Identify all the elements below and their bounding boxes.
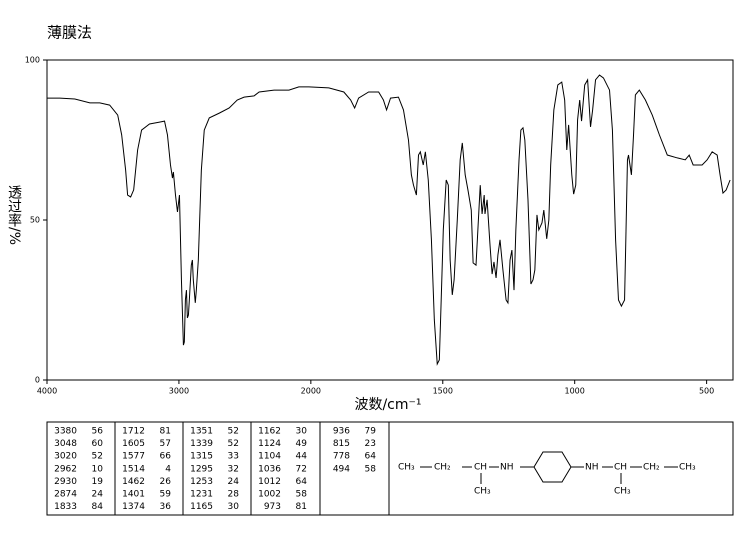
peak-transmittance: 33 [228, 452, 239, 462]
peak-wavenumber: 1514 [122, 464, 145, 474]
peak-transmittance: 52 [228, 439, 239, 449]
structure-bonds [420, 451, 678, 484]
peak-wavenumber: 1253 [190, 477, 213, 487]
y-tick-label: 100 [25, 56, 40, 65]
peak-wavenumber: 1315 [190, 452, 213, 462]
peak-transmittance: 66 [160, 452, 172, 462]
peak-wavenumber: 973 [264, 502, 281, 512]
peak-transmittance: 30 [228, 502, 240, 512]
peak-wavenumber: 3020 [54, 452, 77, 462]
peak-transmittance: 10 [92, 464, 104, 474]
structure-label: NH [585, 463, 599, 473]
x-tick-label: 2000 [301, 387, 321, 396]
x-tick-label: 4000 [37, 387, 57, 396]
peak-transmittance: 64 [365, 452, 377, 462]
plot-frame [46, 59, 734, 381]
peak-wavenumber: 778 [333, 452, 350, 462]
peak-transmittance: 49 [296, 439, 308, 449]
peak-wavenumber: 1833 [54, 502, 77, 512]
peak-wavenumber: 1577 [122, 452, 145, 462]
structure: CH₃ CH₂ CH NH NH CH CH₂ CH₃ CH₃ CH₃ [398, 463, 696, 497]
table-dividers [114, 422, 390, 515]
table-frame [46, 421, 734, 516]
peak-wavenumber: 1712 [122, 427, 145, 437]
peak-transmittance: 58 [296, 490, 308, 500]
y-axis-label: 透过率/% [6, 185, 22, 245]
peak-transmittance: 79 [365, 427, 377, 437]
spectrum-line [47, 74, 731, 366]
peak-transmittance: 84 [92, 502, 104, 512]
peak-wavenumber: 815 [333, 439, 350, 449]
peak-wavenumber: 2930 [54, 477, 77, 487]
peak-wavenumber: 1036 [258, 464, 281, 474]
peak-transmittance: 72 [296, 464, 307, 474]
peak-transmittance: 64 [296, 477, 308, 487]
peak-wavenumber: 1002 [258, 490, 281, 500]
x-tick-label: 500 [699, 387, 714, 396]
y-tick-label: 0 [35, 376, 40, 385]
peak-wavenumber: 2874 [54, 490, 77, 500]
peak-wavenumber: 3048 [54, 439, 77, 449]
structure-label: CH₃ [679, 463, 696, 473]
peak-transmittance: 58 [365, 464, 377, 474]
peak-transmittance: 30 [296, 427, 308, 437]
peak-transmittance: 52 [92, 452, 103, 462]
structure-label: CH₃ [474, 487, 491, 497]
peak-wavenumber: 1351 [190, 427, 213, 437]
peak-transmittance: 19 [92, 477, 104, 487]
peak-wavenumber: 1012 [258, 477, 281, 487]
peak-wavenumber: 936 [333, 427, 350, 437]
peak-wavenumber: 1401 [122, 490, 145, 500]
structure-label: CH₃ [614, 487, 631, 497]
peak-wavenumber: 1462 [122, 477, 145, 487]
structure-label: CH₂ [434, 463, 451, 473]
peak-transmittance: 23 [365, 439, 376, 449]
peak-transmittance: 81 [296, 502, 307, 512]
peak-wavenumber: 1104 [258, 452, 281, 462]
peak-wavenumber: 1374 [122, 502, 145, 512]
peak-transmittance: 57 [160, 439, 171, 449]
peak-wavenumber: 1605 [122, 439, 145, 449]
peak-wavenumber: 494 [333, 464, 350, 474]
structure-label: CH [474, 463, 487, 473]
peak-transmittance: 52 [228, 427, 239, 437]
peak-transmittance: 4 [165, 464, 171, 474]
structure-label: NH [500, 463, 514, 473]
peak-wavenumber: 1124 [258, 439, 281, 449]
x-axis-label: 波数/cm⁻¹ [354, 397, 421, 413]
peak-wavenumber: 1162 [258, 427, 281, 437]
x-tick-label: 1500 [433, 387, 453, 396]
structure-label: CH₃ [398, 463, 415, 473]
x-tick-label: 1000 [565, 387, 585, 396]
peak-transmittance: 32 [228, 464, 239, 474]
structure-label: CH [614, 463, 627, 473]
peak-transmittance: 81 [160, 427, 171, 437]
peak-wavenumber: 1295 [190, 464, 213, 474]
peak-wavenumber: 1339 [190, 439, 213, 449]
peak-transmittance: 44 [296, 452, 308, 462]
peak-transmittance: 36 [160, 502, 172, 512]
peak-transmittance: 59 [160, 490, 172, 500]
y-tick-label: 50 [30, 216, 40, 225]
peak-transmittance: 26 [160, 477, 172, 487]
structure-label: CH₂ [643, 463, 660, 473]
peak-wavenumber: 1231 [190, 490, 213, 500]
peak-wavenumber: 1165 [190, 502, 213, 512]
x-tick-label: 3000 [169, 387, 189, 396]
peak-transmittance: 28 [228, 490, 240, 500]
peak-wavenumber: 2962 [54, 464, 77, 474]
peak-wavenumber: 3380 [54, 427, 77, 437]
chart-title: 薄膜法 [47, 24, 92, 42]
peak-transmittance: 56 [92, 427, 104, 437]
peak-transmittance: 24 [92, 490, 104, 500]
peak-transmittance: 60 [92, 439, 104, 449]
peak-transmittance: 24 [228, 477, 240, 487]
